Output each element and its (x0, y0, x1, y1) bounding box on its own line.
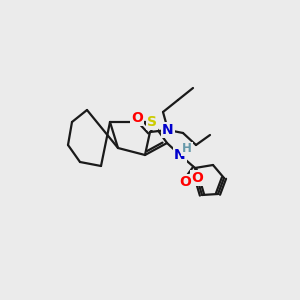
Text: O: O (191, 171, 203, 185)
Text: N: N (162, 123, 174, 137)
Text: H: H (182, 142, 192, 155)
Text: N: N (174, 148, 186, 162)
Text: O: O (179, 175, 191, 189)
Text: S: S (147, 115, 157, 129)
Text: O: O (131, 111, 143, 125)
